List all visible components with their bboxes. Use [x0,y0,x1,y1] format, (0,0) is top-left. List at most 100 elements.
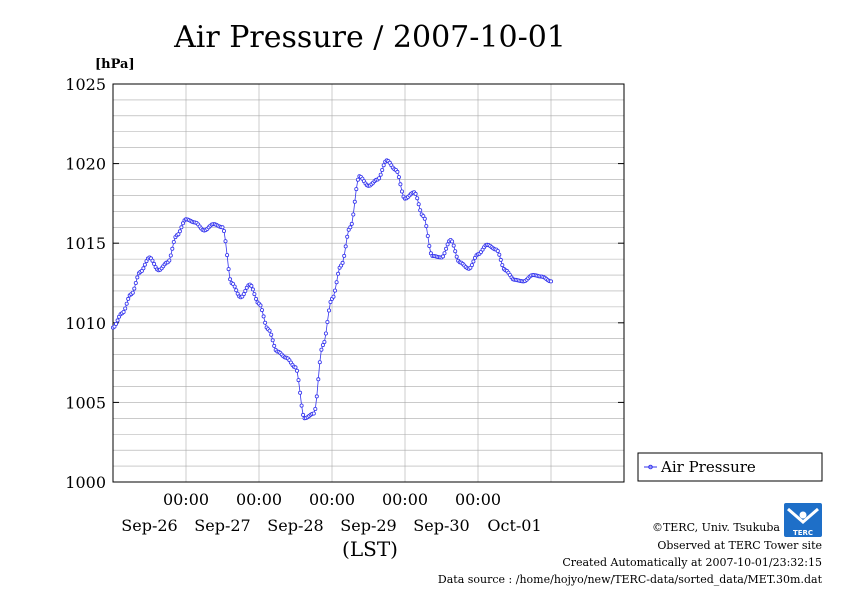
data-point [241,292,246,297]
data-point [296,378,301,383]
data-point [150,258,155,263]
data-point [272,343,277,348]
data-point [258,303,263,308]
y-tick-label: 1000 [65,473,106,492]
data-point [325,319,330,324]
data-point [334,280,339,285]
data-point [352,199,357,204]
data-point [316,377,321,382]
y-tick-label: 1010 [65,314,106,333]
data-point [311,411,316,416]
data-point [243,288,248,293]
data-point [471,259,476,264]
data-point [250,287,255,292]
legend-marker-icon [648,464,653,470]
data-point [349,221,354,226]
data-point [124,301,129,306]
data-point [395,169,400,174]
logo-chevron-icon [787,507,819,524]
y-tick-label: 1015 [65,234,106,253]
data-point [340,260,345,265]
data-point [133,280,138,285]
data-point [378,172,383,177]
data-point [225,253,230,258]
x-date-tick-label: Oct-01 [487,516,541,535]
data-point [270,338,275,343]
data-point [323,331,328,336]
data-point [345,234,350,239]
data-point [342,253,347,258]
data-point [261,314,266,319]
data-source-text: Data source : /home/hojyo/new/TERC-data/… [438,573,823,586]
data-point [226,267,231,272]
data-point [444,246,449,251]
data-point [167,258,172,263]
data-point [126,296,131,301]
data-point [398,182,403,187]
y-axis-unit: [hPa] [95,57,135,72]
x-date-tick-label: Sep-28 [267,516,323,535]
series-air-pressure [111,158,554,421]
data-point [396,175,401,180]
data-point [319,347,324,352]
legend-box [637,452,823,482]
data-point [141,266,146,271]
data-point [115,318,120,323]
data-point [142,262,147,267]
data-point [293,365,298,370]
data-point [299,403,304,408]
x-date-tick-label: Sep-27 [194,516,250,535]
data-point [331,294,336,299]
y-tick-label: 1020 [65,155,106,174]
data-point [413,191,418,196]
data-point [313,406,318,411]
x-date-tick-label: Sep-29 [340,516,396,535]
data-point [170,246,175,251]
data-point [130,290,135,295]
chart-title: Air Pressure / 2007-10-01 [173,20,566,55]
data-point [253,296,258,301]
data-point [326,308,331,313]
y-tick-label: 1005 [65,393,106,412]
grid [113,84,624,482]
x-time-tick-label: 00:00 [382,490,428,509]
x-time-tick-label: 00:00 [236,490,282,509]
data-point [354,187,359,192]
observed-text: Observed at TERC Tower site [657,539,822,552]
logo-text: TERC [793,529,813,537]
data-point [123,306,128,311]
data-point [320,343,325,348]
data-point [381,163,386,168]
data-point [351,212,356,217]
data-point [168,253,173,258]
data-point [469,263,474,268]
data-point [177,229,182,234]
data-point [263,320,268,325]
data-point [495,248,500,253]
data-point [497,252,502,257]
data-point [453,249,458,254]
data-point [424,224,429,229]
data-point [132,286,137,291]
x-time-tick-label: 00:00 [163,490,209,509]
data-point [171,239,176,244]
y-tick-label: 1025 [65,75,106,94]
logo-drop-icon [799,511,807,519]
data-point [380,167,385,172]
data-point [269,332,274,337]
data-point [348,225,353,230]
x-axis-label: (LST) [342,537,398,561]
data-point [450,239,455,244]
copyright-text: ©TERC, Univ. Tsukuba [652,521,780,534]
data-point [336,271,341,276]
data-point [249,283,254,288]
data-point [135,275,140,280]
data-point [152,261,157,266]
data-point [416,202,421,207]
data-point [314,394,319,399]
data-point [328,299,333,304]
data-point [228,277,233,282]
x-date-tick-label: Sep-30 [413,516,469,535]
data-point [267,328,272,333]
